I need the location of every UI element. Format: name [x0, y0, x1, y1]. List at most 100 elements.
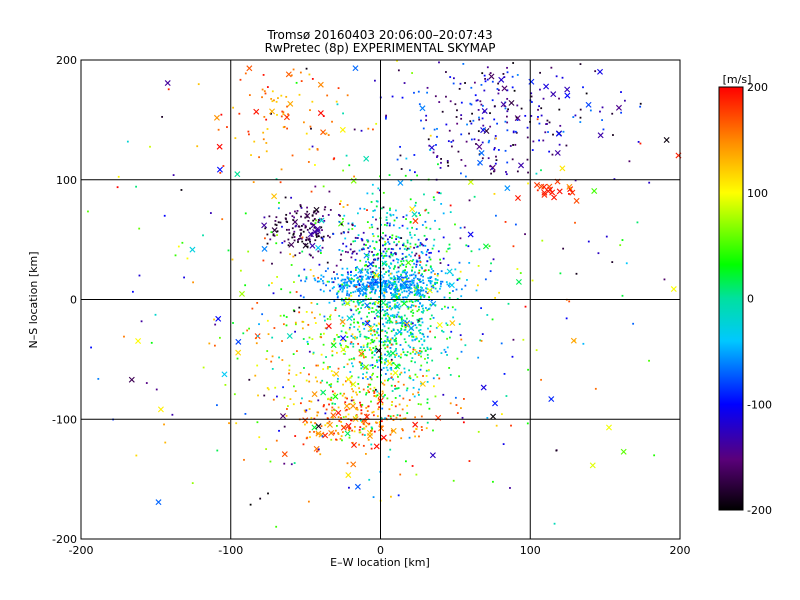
- scatter-point: [339, 342, 341, 345]
- scatter-point: [594, 387, 597, 390]
- scatter-point: [496, 88, 499, 90]
- scatter-point: [414, 274, 417, 277]
- scatter-point: [374, 303, 376, 306]
- scatter-point: [373, 274, 376, 277]
- scatter-point-cross: [367, 261, 374, 268]
- scatter-point: [381, 283, 383, 286]
- scatter-point: [385, 280, 388, 282]
- scatter-point-cross: [345, 376, 352, 383]
- scatter-point: [333, 300, 336, 302]
- scatter-point: [236, 357, 239, 360]
- scatter-point: [327, 267, 329, 270]
- scatter-point: [358, 349, 361, 352]
- scatter-point: [305, 239, 307, 242]
- scatter-point: [405, 265, 408, 268]
- scatter-point: [399, 373, 401, 376]
- scatter-point: [384, 286, 387, 288]
- scatter-point: [440, 158, 442, 160]
- scatter-point: [371, 285, 374, 288]
- scatter-point: [420, 364, 423, 367]
- scatter-point: [374, 281, 377, 284]
- scatter-point: [266, 86, 269, 88]
- scatter-point: [449, 204, 452, 207]
- scatter-point: [408, 369, 410, 372]
- scatter-point: [417, 300, 420, 302]
- scatter-point: [426, 398, 429, 401]
- scatter-point: [542, 139, 545, 142]
- scatter-point: [408, 399, 411, 402]
- scatter-point: [268, 215, 271, 218]
- scatter-point: [558, 143, 561, 146]
- scatter-point: [386, 315, 389, 317]
- scatter-point: [447, 247, 450, 250]
- scatter-point: [385, 286, 388, 289]
- scatter-point: [267, 388, 270, 391]
- scatter-point: [355, 266, 357, 269]
- scatter-point: [347, 231, 350, 234]
- scatter-point: [356, 237, 359, 239]
- scatter-point: [362, 248, 365, 251]
- scatter-point: [336, 273, 338, 276]
- scatter-point: [302, 443, 305, 446]
- scatter-point: [411, 269, 413, 272]
- scatter-point: [402, 300, 405, 303]
- scatter-point: [515, 131, 518, 134]
- scatter-point: [418, 329, 420, 332]
- scatter-point: [402, 383, 405, 386]
- scatter-point: [434, 219, 436, 222]
- scatter-point: [489, 125, 492, 128]
- scatter-point: [346, 271, 349, 274]
- scatter-point: [399, 247, 401, 250]
- scatter-point: [400, 315, 403, 318]
- scatter-point: [491, 167, 494, 170]
- scatter-point: [371, 288, 374, 291]
- scatter-point: [331, 120, 333, 123]
- scatter-point: [378, 421, 381, 424]
- scatter-point: [263, 216, 266, 219]
- scatter-point: [286, 127, 289, 130]
- scatter-point: [377, 235, 380, 238]
- scatter-point: [384, 310, 387, 313]
- scatter-point: [467, 245, 470, 248]
- scatter-point: [488, 139, 491, 142]
- scatter-point: [403, 371, 406, 374]
- scatter-point: [390, 263, 393, 265]
- scatter-point: [369, 364, 372, 367]
- scatter-point: [409, 280, 411, 283]
- scatter-point: [313, 317, 316, 319]
- scatter-point: [386, 321, 389, 324]
- scatter-point-cross: [320, 129, 327, 136]
- scatter-point: [473, 138, 476, 141]
- scatter-point: [301, 327, 304, 330]
- scatter-point: [314, 322, 317, 324]
- scatter-point: [361, 268, 364, 271]
- plot-frame: [80, 59, 681, 540]
- scatter-point: [333, 409, 336, 411]
- scatter-point: [313, 430, 315, 433]
- scatter-point: [486, 314, 489, 316]
- scatter-point: [256, 301, 259, 304]
- scatter-point-cross: [318, 217, 325, 224]
- scatter-point: [420, 355, 423, 358]
- scatter-point: [356, 336, 359, 339]
- scatter-point: [323, 208, 326, 211]
- scatter-point: [292, 219, 295, 222]
- scatter-point: [472, 119, 475, 122]
- scatter-point: [352, 291, 355, 294]
- scatter-point: [490, 172, 493, 175]
- scatter-point: [370, 271, 372, 274]
- scatter-point: [354, 225, 356, 227]
- scatter-point: [358, 325, 361, 328]
- scatter-point: [506, 97, 509, 100]
- scatter-point-cross: [550, 91, 557, 98]
- scatter-point: [256, 364, 259, 367]
- scatter-point: [265, 142, 268, 144]
- scatter-point: [413, 277, 415, 280]
- scatter-point-cross: [412, 421, 419, 428]
- scatter-point: [399, 264, 402, 267]
- scatter-point: [150, 341, 153, 344]
- scatter-point: [421, 343, 424, 346]
- scatter-point: [410, 323, 413, 325]
- scatter-point: [377, 366, 379, 369]
- scatter-point: [399, 473, 402, 476]
